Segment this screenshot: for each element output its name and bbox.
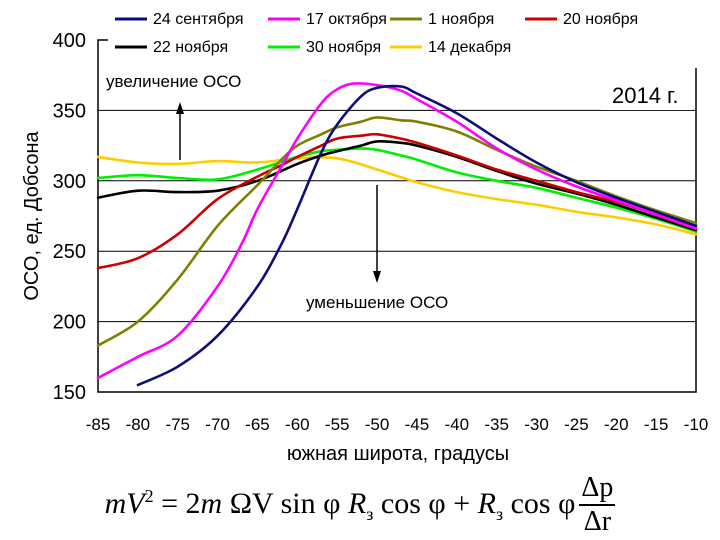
year-label-box	[601, 78, 693, 110]
legend-label: 1 ноября	[428, 11, 494, 28]
y-tick-labels: 150 200 250 300 350 400	[53, 30, 86, 404]
formula-exp: 2	[144, 485, 154, 506]
y-axis-label: ОСО, ед. Добсона	[21, 130, 43, 300]
legend-label: 14 декабря	[428, 39, 511, 56]
legend: 24 сентября 17 октября 1 ноября 20 ноября 22…	[108, 6, 702, 68]
formula-v: V	[126, 486, 145, 520]
x-tick-label: -55	[325, 415, 350, 434]
ozone-chart: 150 200 250 300 350 400 -85 -80 -75 -70 -65 -60 -55…	[21, 6, 709, 465]
x-tick-label: -10	[684, 415, 709, 434]
formula-r2: R	[477, 486, 496, 520]
increase-annotation: увеличение ОСО	[106, 72, 241, 91]
series-line-5	[96, 139, 698, 232]
x-tick-label: -50	[365, 415, 390, 434]
series-line-1	[136, 84, 698, 387]
decrease-annotation: уменьшение ОСО	[306, 293, 448, 312]
formula-numerator: Δp	[579, 474, 616, 506]
x-tick-label: -75	[165, 415, 190, 434]
legend-label: 30 ноября	[306, 39, 381, 56]
series-line-4	[96, 132, 698, 270]
x-tick-label: -45	[405, 415, 430, 434]
decrease-annotation-box	[300, 290, 472, 314]
legend-box	[108, 6, 702, 68]
legend-label: 22 ноября	[153, 39, 228, 56]
formula-sub2: з	[495, 503, 504, 524]
x-tick-label: -80	[126, 415, 151, 434]
formula-denominator: Δr	[583, 506, 612, 537]
x-tick-label: -35	[484, 415, 509, 434]
formula-cos: cos φ +	[373, 486, 478, 520]
y-tick-label: 200	[53, 312, 86, 334]
x-tick-label: -25	[564, 415, 589, 434]
increase-arrow	[176, 102, 184, 160]
y-tick-label: 350	[53, 100, 86, 122]
series-layer	[96, 82, 698, 387]
formula-sub1: з	[366, 503, 374, 524]
y-tick-label: 400	[53, 30, 86, 52]
y-tick-label: 300	[53, 171, 86, 193]
formula-cos2: cos φ	[503, 486, 576, 520]
year-label: 2014 г.	[612, 83, 679, 108]
x-tick-label: -60	[285, 415, 310, 434]
x-tick-label: -15	[644, 415, 669, 434]
x-tick-label: -40	[445, 415, 470, 434]
legend-label: 24 сентября	[153, 11, 244, 28]
legend-label: 17 октября	[306, 11, 387, 28]
formula: mV2 = 2m ΩV sin φ Rз cos φ + Rз cos φ Δp…	[104, 472, 616, 537]
x-tick-label: -70	[205, 415, 230, 434]
formula-eq: = 2	[153, 486, 201, 520]
y-tick-label: 250	[53, 241, 86, 263]
x-tick-label: -85	[86, 415, 111, 434]
formula-m: m	[104, 486, 127, 520]
series-line-6	[96, 147, 698, 233]
x-tick-labels: -85 -80 -75 -70 -65 -60 -55 -50 -45 -40 -35 -30 -25-…	[86, 415, 709, 434]
y-tick-label: 150	[53, 382, 86, 404]
series-line-7	[96, 155, 698, 236]
x-axis-label: южная широта, градусы	[287, 443, 509, 465]
x-tick-label: -65	[245, 415, 270, 434]
decrease-arrow	[373, 185, 381, 283]
formula-term1: ΩV sin φ	[222, 486, 341, 520]
formula-r1: R	[347, 486, 367, 520]
series-line-2	[96, 82, 698, 380]
legend-label: 20 ноября	[563, 11, 638, 28]
formula-fraction: Δp Δr	[579, 474, 616, 537]
x-tick-label: -30	[524, 415, 549, 434]
x-tick-label: -20	[604, 415, 629, 434]
